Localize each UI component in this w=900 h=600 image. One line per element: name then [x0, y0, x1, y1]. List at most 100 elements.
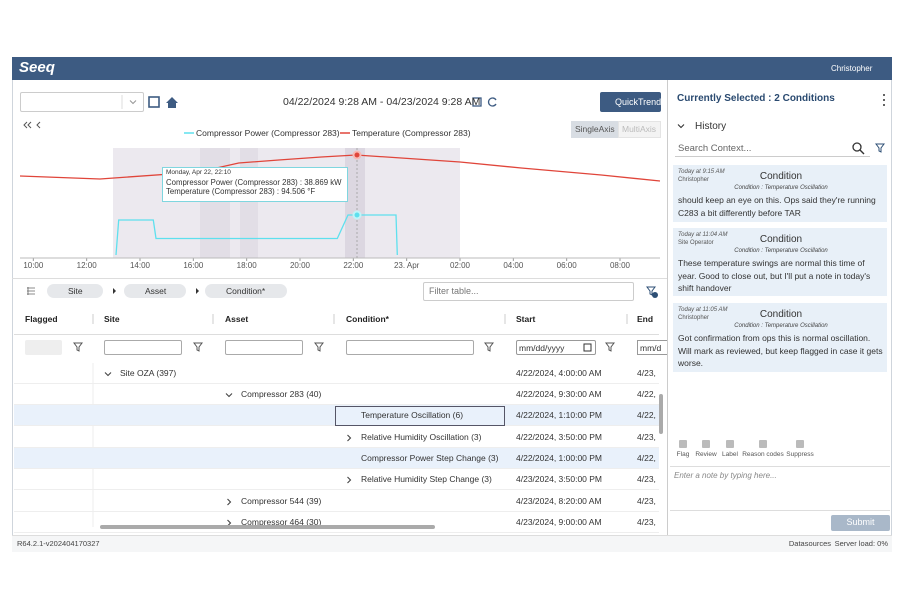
table-row[interactable] — [14, 363, 659, 384]
note-subtitle: Condition : Temperature Oscillation — [734, 248, 828, 254]
note-card[interactable] — [673, 165, 887, 222]
action-label[interactable]: Reason codes — [742, 451, 784, 458]
legend-entry[interactable]: Temperature (Compressor 283) — [352, 128, 471, 138]
column-header[interactable]: Asset — [225, 314, 249, 324]
row-start: 4/23/2024, 3:50:00 PM — [516, 474, 603, 484]
tooltip-date: Monday, Apr 22, 22:10 — [166, 169, 231, 176]
note-time: Today at 9:15 AM — [678, 169, 725, 175]
row-end: 4/23, — [637, 496, 656, 506]
worksheet-dropdown[interactable] — [20, 92, 144, 112]
tooltip — [162, 167, 348, 202]
column-header[interactable]: Flagged — [25, 314, 58, 324]
table-row[interactable] — [14, 469, 659, 490]
logo: Seeq — [19, 59, 55, 76]
filter-pill-label[interactable]: Condition* — [226, 286, 266, 296]
table-row[interactable] — [14, 491, 659, 512]
column-filter[interactable] — [346, 340, 474, 355]
row-start: 4/22/2024, 3:50:00 PM — [516, 432, 603, 442]
note-text: Got confirmation from ops this is normal… — [678, 333, 883, 368]
note-type: Condition — [759, 171, 803, 182]
note-text: These temperature swings are normal this… — [678, 258, 871, 293]
filter-cell[interactable] — [25, 340, 62, 355]
table-row[interactable] — [14, 427, 659, 448]
action-label[interactable]: Label — [722, 451, 738, 458]
row-label[interactable]: Relative Humidity Oscillation (3) — [361, 432, 482, 442]
row-end: 4/23, — [637, 474, 656, 484]
tooltip-line: Compressor Power (Compressor 283) : 38.8… — [166, 178, 342, 187]
header-bar — [12, 57, 892, 80]
row-label[interactable]: Site OZA (397) — [120, 368, 177, 378]
axis-multi-label[interactable]: MultiAxis — [622, 124, 657, 134]
column-header[interactable]: End — [637, 314, 654, 324]
history-label[interactable]: History — [695, 121, 727, 132]
filter-placeholder[interactable]: Filter table... — [429, 286, 479, 296]
table-row[interactable] — [14, 384, 659, 405]
row-label[interactable]: Compressor 544 (39) — [241, 496, 322, 506]
axis-single[interactable] — [571, 121, 618, 138]
legend-entry[interactable]: Compressor Power (Compressor 283) — [196, 128, 340, 138]
row-end: 4/22, — [637, 453, 656, 463]
quicktrend-button[interactable] — [600, 92, 661, 112]
filter-pill[interactable] — [205, 284, 287, 298]
divider — [12, 278, 667, 279]
footer — [12, 535, 892, 552]
note-card[interactable] — [673, 303, 887, 372]
row-end: 4/23, — [637, 517, 656, 527]
table-row[interactable] — [14, 512, 659, 533]
selected-cell — [335, 406, 505, 426]
note-type: Condition — [759, 234, 803, 245]
note-subtitle: Condition : Temperature Oscillation — [734, 185, 828, 191]
date-filter[interactable] — [516, 340, 596, 355]
filter-pill[interactable] — [124, 284, 186, 298]
row-end: 4/22, — [637, 389, 656, 399]
row-end: 4/22, — [637, 410, 656, 420]
row-label[interactable]: Relative Humidity Step Change (3) — [361, 474, 492, 484]
search-box[interactable] — [675, 140, 870, 157]
submit-label[interactable]: Submit — [846, 517, 875, 527]
quicktrend-label[interactable]: QuickTrend — [615, 97, 662, 107]
note-input[interactable] — [670, 466, 890, 511]
column-header[interactable]: Condition* — [346, 314, 389, 324]
action-label[interactable]: Flag — [676, 451, 690, 458]
column-filter[interactable] — [225, 340, 303, 355]
filter-pill-label[interactable]: Site — [68, 286, 83, 296]
user-name[interactable]: Christopher — [831, 64, 873, 73]
row-start: 4/22/2024, 1:00:00 PM — [516, 453, 603, 463]
date-filter[interactable] — [637, 340, 667, 355]
filter-input[interactable] — [423, 282, 634, 301]
date-placeholder[interactable]: mm/dd/yyyy — [519, 343, 565, 353]
row-label[interactable]: Compressor 464 (30) — [241, 517, 322, 527]
date-range[interactable]: 04/22/2024 9:28 AM - 04/23/2024 9:28 AM — [283, 96, 481, 108]
row-label[interactable]: Compressor 283 (40) — [241, 389, 322, 399]
row-start: 4/22/2024, 4:00:00 AM — [516, 368, 602, 378]
filter-pill-label[interactable]: Asset — [145, 286, 167, 296]
action-label[interactable]: Suppress — [786, 451, 814, 458]
action-label[interactable]: Review — [695, 451, 717, 458]
filter-pill[interactable] — [47, 284, 103, 298]
datasources[interactable]: Datasources — [788, 539, 831, 548]
table-row[interactable] — [14, 448, 659, 469]
tooltip-line: Temperature (Compressor 283) : 94.506 °F — [166, 187, 316, 196]
note-subtitle: Condition : Temperature Oscillation — [734, 323, 828, 329]
column-header[interactable]: Start — [516, 314, 536, 324]
submit-button[interactable] — [831, 515, 890, 531]
v-scrollbar[interactable] — [659, 394, 663, 434]
note-user: Christopher — [678, 177, 710, 183]
search-placeholder[interactable]: Search Context... — [678, 143, 752, 154]
note-time: Today at 11:05 AM — [678, 307, 728, 313]
note-placeholder[interactable]: Enter a note by typing here... — [674, 471, 777, 480]
row-start: 4/22/2024, 1:10:00 PM — [516, 410, 603, 420]
note-card[interactable] — [673, 228, 887, 296]
date-placeholder[interactable]: mm/d — [640, 343, 662, 353]
column-header[interactable]: Site — [104, 314, 120, 324]
column-filter[interactable] — [104, 340, 182, 355]
h-scrollbar[interactable] — [100, 525, 435, 529]
row-label[interactable]: Compressor Power Step Change (3) — [361, 453, 499, 463]
version: R64.2.1-v202404170327 — [17, 539, 100, 548]
note-user: Site Operator — [678, 240, 714, 246]
axis-single-label[interactable]: SingleAxis — [575, 124, 615, 134]
axis-multi[interactable] — [618, 121, 661, 138]
row-label[interactable]: Temperature Oscillation (6) — [361, 410, 464, 420]
row-start: 4/22/2024, 9:30:00 AM — [516, 389, 602, 399]
